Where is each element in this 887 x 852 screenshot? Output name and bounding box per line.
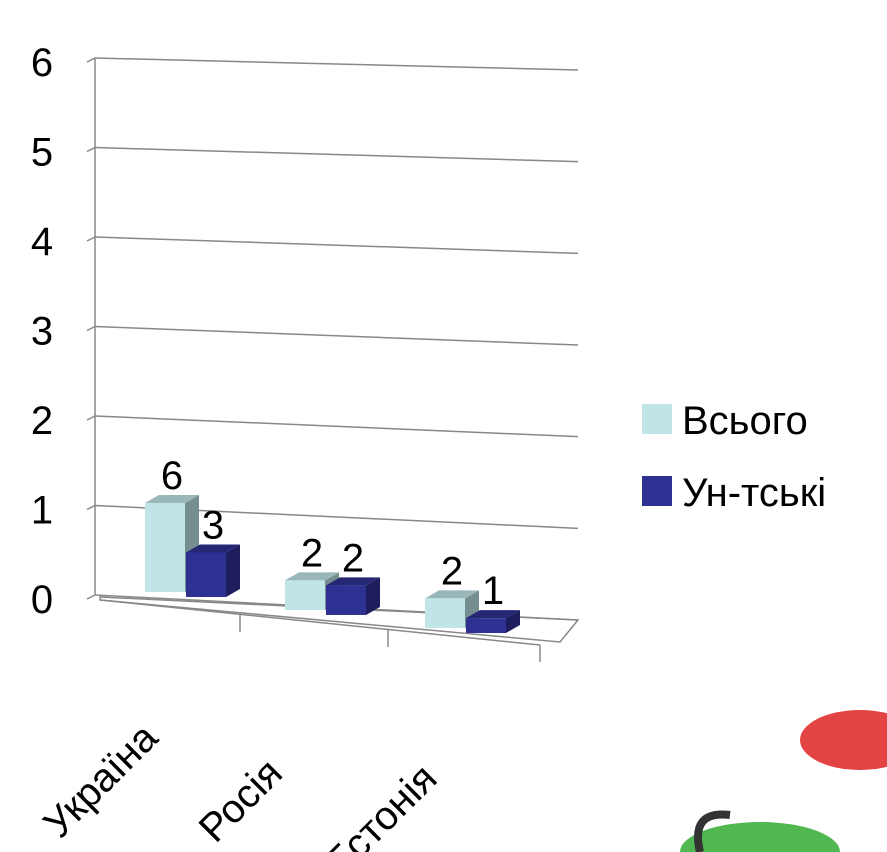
x-tick-label: Росія — [191, 751, 291, 851]
bar-top — [186, 544, 240, 553]
bar — [326, 577, 380, 615]
y-tick — [86, 236, 96, 242]
grid-line — [94, 146, 579, 163]
y-tick-label: 3 — [31, 310, 53, 354]
y-tick — [86, 325, 96, 332]
legend-swatch — [642, 476, 672, 506]
y-tick-label: 4 — [31, 220, 53, 264]
bar-front — [145, 503, 185, 592]
bar-side — [226, 544, 240, 597]
value-label: 6 — [161, 454, 183, 498]
y-tick — [86, 57, 96, 63]
bar-side — [506, 610, 520, 633]
grid-line — [94, 415, 579, 438]
bar — [145, 495, 199, 592]
y-tick — [86, 415, 96, 421]
y-tick-label: 1 — [31, 489, 53, 533]
y-tick-label: 0 — [31, 578, 53, 622]
y-tick — [86, 146, 96, 153]
floor-edge — [99, 599, 541, 646]
value-label: 2 — [441, 549, 463, 593]
bar — [466, 610, 520, 633]
grid-line — [94, 236, 579, 255]
bar-side — [366, 577, 380, 615]
bar-front — [466, 618, 506, 633]
value-label: 2 — [342, 536, 364, 580]
bar-front — [326, 585, 366, 615]
x-tick-label: Україна — [35, 715, 166, 846]
legend-label: Ун-тські — [682, 471, 826, 515]
bar-top — [285, 572, 339, 581]
y-tick-label: 6 — [31, 41, 53, 85]
value-label: 1 — [482, 569, 504, 613]
grid-line — [94, 57, 579, 71]
grid-line — [94, 325, 579, 346]
bar-front — [285, 580, 325, 610]
y-tick-label: 5 — [31, 131, 53, 175]
value-label: 2 — [301, 531, 323, 575]
bar-top — [145, 495, 199, 503]
x-tick-label: Естонія — [316, 756, 445, 852]
decoration — [680, 710, 887, 852]
bar-front — [186, 552, 226, 597]
legend-label: Всього — [682, 399, 808, 443]
bar — [186, 544, 240, 597]
y-tick — [86, 594, 96, 600]
y-tick-label: 2 — [31, 399, 53, 443]
y-tick — [86, 504, 96, 511]
bar-front — [425, 598, 465, 628]
bar-top — [466, 610, 520, 619]
value-label: 3 — [202, 504, 224, 548]
bar-top — [326, 577, 380, 586]
legend-swatch — [642, 404, 672, 434]
bar-top — [425, 590, 479, 599]
